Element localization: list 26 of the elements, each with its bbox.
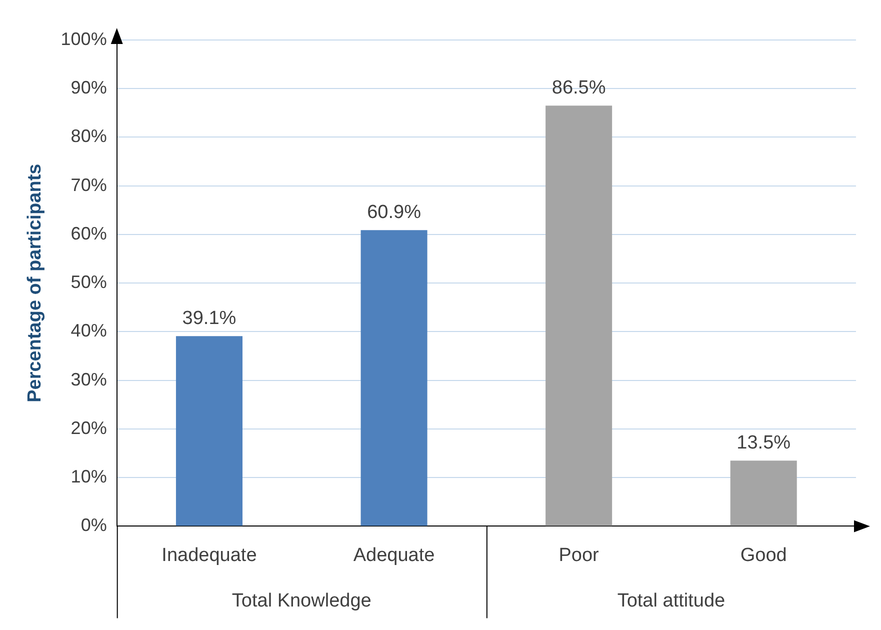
data-label: 86.5% [552,77,606,98]
bar [730,460,797,526]
bar [546,106,612,526]
y-tick-label: 80% [70,126,107,146]
y-axis-title: Percentage of participants [24,164,46,402]
y-tick-label: 100% [60,28,107,49]
y-tick-label: 90% [70,78,107,98]
y-tick-label: 40% [70,320,107,341]
data-label: 13.5% [736,432,791,454]
y-tick-label: 70% [70,174,107,195]
data-label: 60.9% [367,202,422,223]
y-tick-label: 30% [70,369,107,390]
y-tick-label: 20% [70,418,107,438]
text: Total attitude [617,590,726,612]
y-tick-label: 10% [70,466,107,487]
x-tick-label: Inadequate [162,544,257,566]
x-tick-label: Good [740,544,787,566]
y-tick-label: 0% [80,515,107,536]
y-tick-label: 50% [70,272,107,292]
bar [360,230,428,526]
x-tick-label: Adequate [353,544,435,566]
y-tick-label: 60% [70,223,107,244]
data-label: 39.1% [182,308,236,329]
x-tick-label: Poor [558,544,600,566]
bar [176,336,242,526]
text: Total Knowledge [232,590,372,612]
